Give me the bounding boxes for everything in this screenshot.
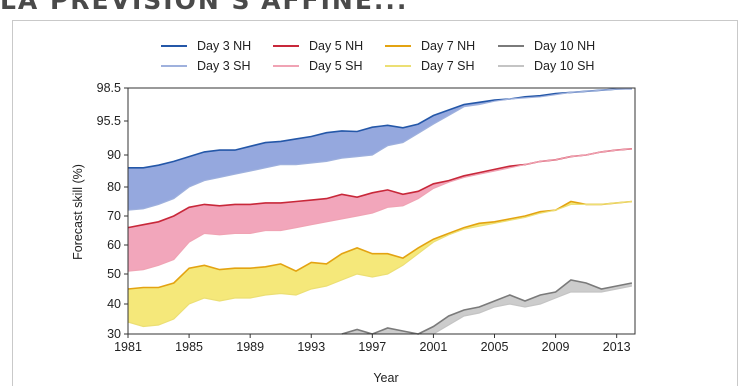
legend-label-day-7-nh: Day 7 NH <box>421 39 475 53</box>
chart-legend: Day 3 NH Day 5 NH Day 7 NH Day 10 NH Day 3 S… <box>161 39 595 73</box>
area-day3 <box>128 88 632 211</box>
line-day-7-sh <box>127 200 632 328</box>
x-tick-label: 1989 <box>236 340 264 354</box>
legend-label-day-3-nh: Day 3 NH <box>197 39 251 53</box>
y-tick-label: 70 <box>107 209 121 223</box>
chart-axes: 30 40 50 60 70 80 90 95.5 98.5 1981 1985 1989 1993 19… <box>97 81 636 354</box>
legend-label-day-10-nh: Day 10 NH <box>534 39 595 53</box>
line-day-3-nh <box>128 87 632 169</box>
x-tick-label: 1981 <box>114 340 142 354</box>
x-tick-label: 2009 <box>542 340 570 354</box>
area-day10 <box>341 280 632 334</box>
y-tick-label: 95.5 <box>97 114 121 128</box>
y-tick-label: 30 <box>107 327 121 341</box>
page-headline: LA PRÉVISION S'AFFINE... <box>0 0 409 15</box>
legend-label-day-10-sh: Day 10 SH <box>534 59 594 73</box>
y-axis-label: Forecast skill (%) <box>71 164 85 260</box>
line-day-5-sh <box>127 148 632 272</box>
legend-label-day-3-sh: Day 3 SH <box>197 59 251 73</box>
line-day-10-sh <box>433 285 633 335</box>
line-day-3-sh <box>127 88 632 211</box>
plot-border <box>127 87 636 335</box>
y-tick-label: 98.5 <box>97 81 121 95</box>
x-axis-label: Year <box>373 371 398 385</box>
y-tick-label: 80 <box>107 180 121 194</box>
line-day-7-nh <box>127 200 632 290</box>
y-tick-label: 60 <box>107 238 121 252</box>
area-day7 <box>128 201 632 327</box>
x-tick-label: 1985 <box>175 340 203 354</box>
y-tick-label: 90 <box>107 148 121 162</box>
y-tick-label: 40 <box>107 297 121 311</box>
x-tick-label: 2001 <box>420 340 448 354</box>
line-day-10-nh <box>341 279 633 335</box>
x-tick-label: 2005 <box>481 340 509 354</box>
x-tick-label: 2013 <box>603 340 631 354</box>
x-tick-label: 1997 <box>358 340 386 354</box>
y-tick-label: 50 <box>107 267 121 281</box>
legend-label-day-5-sh: Day 5 SH <box>309 59 363 73</box>
legend-label-day-7-sh: Day 7 SH <box>421 59 475 73</box>
legend-label-day-5-nh: Day 5 NH <box>309 39 363 53</box>
skill-lines <box>127 87 633 335</box>
x-tick-label: 1993 <box>297 340 325 354</box>
